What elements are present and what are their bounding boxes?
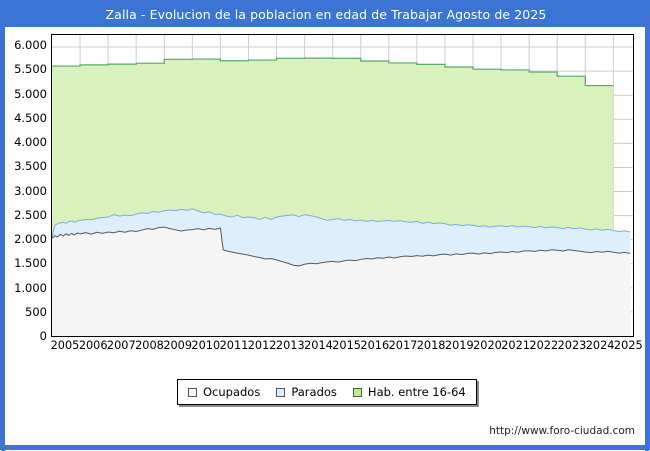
legend-item-parados: Parados — [276, 385, 337, 399]
y-axis-tick-label: 6.000 — [14, 38, 47, 53]
plot-area — [51, 34, 634, 337]
y-axis-tick-label: 5.000 — [14, 86, 47, 101]
x-axis-tick-label: 2023 — [557, 339, 587, 352]
x-axis-tick-label: 2018 — [416, 339, 446, 352]
x-axis-tick-label: 2024 — [585, 339, 615, 352]
x-axis-tick-label: 2022 — [529, 339, 559, 352]
square-swatch-icon — [276, 387, 286, 397]
x-axis-tick-label: 2025 — [613, 339, 643, 352]
y-axis-tick-label: 5.500 — [14, 62, 47, 77]
x-axis-tick-label: 2012 — [247, 339, 277, 352]
x-axis-tick-label: 2015 — [332, 339, 361, 352]
y-axis-tick-label: 0 — [39, 329, 47, 343]
x-axis-tick-label: 2020 — [473, 339, 502, 352]
y-axis-tick-label: 4.500 — [14, 110, 47, 125]
x-axis-tick-label: 2017 — [388, 339, 418, 352]
window-border-bottom — [1, 445, 650, 449]
x-axis-tick-label: 2013 — [275, 339, 305, 352]
source-url: http://www.foro-ciudad.com — [489, 425, 635, 437]
x-axis-tick-label: 2005 — [50, 339, 80, 352]
legend-label: Parados — [291, 385, 337, 399]
x-axis-tick-label: 2009 — [163, 339, 193, 352]
y-axis-tick-label: 3.000 — [14, 183, 47, 198]
x-axis-tick-label: 2008 — [135, 339, 164, 352]
legend-label: Ocupados — [203, 385, 261, 399]
y-axis: 0 500 1.000 1.500 2.000 2.500 3.000 3.500 4.000 4… — [1, 34, 47, 342]
window-border-left — [1, 27, 5, 451]
window-border-right — [645, 27, 649, 451]
x-axis-tick-label: 2016 — [360, 339, 390, 352]
legend-label: Hab. entre 16-64 — [367, 385, 466, 399]
y-axis-tick-label: 2.000 — [14, 232, 47, 246]
x-axis-tick-label: 2006 — [78, 339, 108, 352]
y-axis-tick-label: 1.000 — [14, 280, 47, 295]
x-axis-tick-label: 2007 — [106, 339, 136, 352]
legend-item-hab-16-64: Hab. entre 16-64 — [352, 385, 466, 399]
square-swatch-icon — [188, 387, 197, 397]
legend-item-ocupados: Ocupados — [188, 385, 260, 399]
y-axis-tick-label: 1.500 — [14, 256, 47, 271]
chart-legend: Ocupados Parados Hab. entre 16-64 — [177, 379, 477, 405]
y-axis-tick-label: 4.000 — [14, 135, 47, 150]
x-axis-tick-label: 2011 — [219, 339, 249, 352]
chart-canvas — [52, 35, 633, 336]
x-axis: 2005 2006 2007 2008 2009 2010 2011 2012 2013 2014… — [50, 339, 643, 355]
y-axis-tick-label: 3.500 — [14, 159, 47, 174]
square-swatch-icon — [352, 387, 362, 397]
page-title: Zalla - Evolucion de la poblacion en eda… — [105, 6, 547, 22]
y-axis-tick-label: 2.500 — [14, 207, 47, 222]
x-axis-tick-label: 2010 — [191, 339, 221, 352]
plot-box — [51, 34, 634, 337]
window-title-bar: Zalla - Evolucion de la poblacion en eda… — [1, 1, 650, 27]
y-axis-tick-label: 500 — [25, 304, 47, 319]
x-axis-tick-label: 2021 — [501, 339, 530, 352]
x-axis-tick-label: 2019 — [444, 339, 474, 352]
x-axis-tick-label: 2014 — [304, 339, 333, 352]
